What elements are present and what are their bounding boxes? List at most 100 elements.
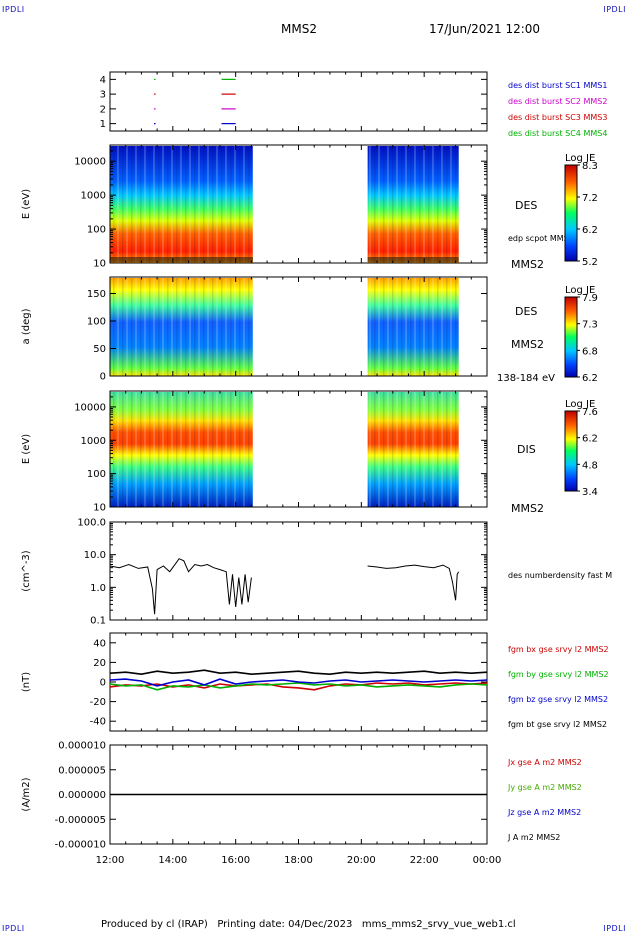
colorbar <box>564 164 578 262</box>
spacecraft-label: MMS2 <box>511 338 544 351</box>
colorbar-tick-label: 7.3 <box>582 320 598 331</box>
colorbar <box>564 410 578 492</box>
colorbar-tick-label: 8.3 <box>582 161 598 172</box>
heatmap-texture <box>367 146 459 263</box>
colorbar-tick-label: 6.2 <box>582 225 598 236</box>
y-axis-label: (cm^-3) <box>21 550 32 591</box>
legend-entry: des numberdensity fast M <box>508 571 612 580</box>
spacecraft-title: MMS2 <box>281 22 317 36</box>
x-tick-label: 12:00 <box>96 855 125 866</box>
y-tick-label: 0 <box>100 678 106 689</box>
y-axis-label: (nT) <box>21 672 32 692</box>
y-tick-label: 0.000005 <box>58 765 106 776</box>
legend-entry: fgm bx gse srvy l2 MMS2 <box>508 645 609 654</box>
overlay-label: edp scpot MMS2 <box>508 234 574 243</box>
series-line <box>109 682 488 691</box>
legend-entry: Jy gse A m2 MMS2 <box>507 783 582 792</box>
y-tick-label: 10000 <box>74 402 106 413</box>
colorbar-tick-label: 6.2 <box>582 434 598 445</box>
colorbar-tick-label: 4.8 <box>582 460 598 471</box>
instrument-label: DES <box>515 305 537 318</box>
y-tick-label: 100 <box>87 469 106 480</box>
y-tick-label: -40 <box>90 717 106 728</box>
heatmap-texture <box>110 392 253 507</box>
colorbar-title: Log JE <box>565 153 595 164</box>
y-axis-label: E (eV) <box>21 434 32 464</box>
corner-tag-bottom-right: IPDLI <box>603 924 626 933</box>
colorbar-title: Log JE <box>565 399 595 410</box>
heatmap-texture <box>110 278 253 376</box>
colorbar <box>564 296 578 378</box>
y-tick-label: 0.1 <box>90 616 106 627</box>
y-tick-label: -20 <box>90 697 106 708</box>
x-tick-label: 16:00 <box>221 855 250 866</box>
legend-entry: Jz gse A m2 MMS2 <box>507 808 581 817</box>
y-tick-label: 1000 <box>81 436 106 447</box>
colorbar-title: Log JE <box>565 285 595 296</box>
legend-entry: J A m2 MMS2 <box>507 833 560 842</box>
energy-range-label: 138-184 eV <box>497 373 555 384</box>
legend-entry: fgm by gse srvy l2 MMS2 <box>508 670 609 679</box>
spacecraft-label: MMS2 <box>511 502 544 515</box>
colorbar-tick-label: 6.2 <box>582 373 598 384</box>
footer-text: Produced by cl (IRAP) Printing date: 04/… <box>101 919 516 930</box>
y-tick-label: 20 <box>93 658 106 669</box>
y-tick-label: 4 <box>100 75 106 86</box>
series-line <box>109 558 252 615</box>
series-line <box>109 682 488 691</box>
series-line <box>367 564 460 601</box>
y-axis-label: E (eV) <box>21 189 32 219</box>
legend-entry: des dist burst SC4 MMS4 <box>508 129 607 138</box>
colorbar-tick-label: 5.2 <box>582 257 598 268</box>
heatmap-texture <box>367 392 459 507</box>
y-tick-label: -0.000010 <box>55 840 106 851</box>
instrument-label: DIS <box>517 443 536 456</box>
y-tick-label: 100 <box>87 225 106 236</box>
legend-entry: fgm bz gse srvy l2 MMS2 <box>508 695 608 704</box>
y-tick-label: 0.000010 <box>58 741 106 752</box>
x-tick-label: 14:00 <box>158 855 187 866</box>
colorbar-tick-label: 7.6 <box>582 407 598 418</box>
panel-frame-4 <box>109 521 488 621</box>
colorbar-tick-label: 3.4 <box>582 487 598 498</box>
y-tick-label: 1 <box>100 119 106 130</box>
y-tick-label: 40 <box>93 638 106 649</box>
y-tick-label: 3 <box>100 90 106 101</box>
x-tick-label: 00:00 <box>473 855 502 866</box>
scpot-overlay <box>110 257 253 262</box>
y-tick-label: 2 <box>100 104 106 115</box>
x-tick-label: 20:00 <box>347 855 376 866</box>
y-tick-label: 100.0 <box>77 518 106 529</box>
legend-entry: Jx gse A m2 MMS2 <box>507 758 582 767</box>
x-tick-label: 22:00 <box>410 855 439 866</box>
series-line <box>109 678 488 687</box>
y-tick-label: 1.0 <box>90 583 106 594</box>
heatmap-texture <box>367 278 459 376</box>
y-tick-label: 0 <box>100 372 106 383</box>
legend-entry: des dist burst SC3 MMS3 <box>508 113 607 122</box>
colorbar-tick-label: 7.2 <box>582 193 598 204</box>
corner-tag-top-right: IPDLI <box>603 5 626 14</box>
panel-frame-0 <box>109 71 488 132</box>
heatmap-des_pitch <box>110 278 459 376</box>
heatmap-des_energy <box>110 146 459 263</box>
y-tick-label: 10 <box>93 259 106 270</box>
series-line <box>109 669 488 676</box>
legend-entry: fgm bt gse srvy l2 MMS2 <box>508 720 607 729</box>
instrument-label: DES <box>515 199 537 212</box>
y-tick-label: 10.0 <box>84 550 106 561</box>
y-tick-label: 10000 <box>74 157 106 168</box>
legend-entry: des dist burst SC1 MMS1 <box>508 81 607 90</box>
heatmap-dis_energy <box>110 392 459 507</box>
y-tick-label: 50 <box>93 344 106 355</box>
y-tick-label: 100 <box>87 317 106 328</box>
datetime-title: 17/Jun/2021 12:00 <box>429 22 541 36</box>
colorbar-tick-label: 7.9 <box>582 293 598 304</box>
x-tick-label: 18:00 <box>284 855 313 866</box>
heatmap-texture <box>110 146 253 263</box>
corner-tag-bottom-left: IPDLI <box>2 924 25 933</box>
y-tick-label: -0.000005 <box>55 815 106 826</box>
legend-entry: des dist burst SC2 MMS2 <box>508 97 607 106</box>
y-tick-label: 0.000000 <box>58 790 106 801</box>
